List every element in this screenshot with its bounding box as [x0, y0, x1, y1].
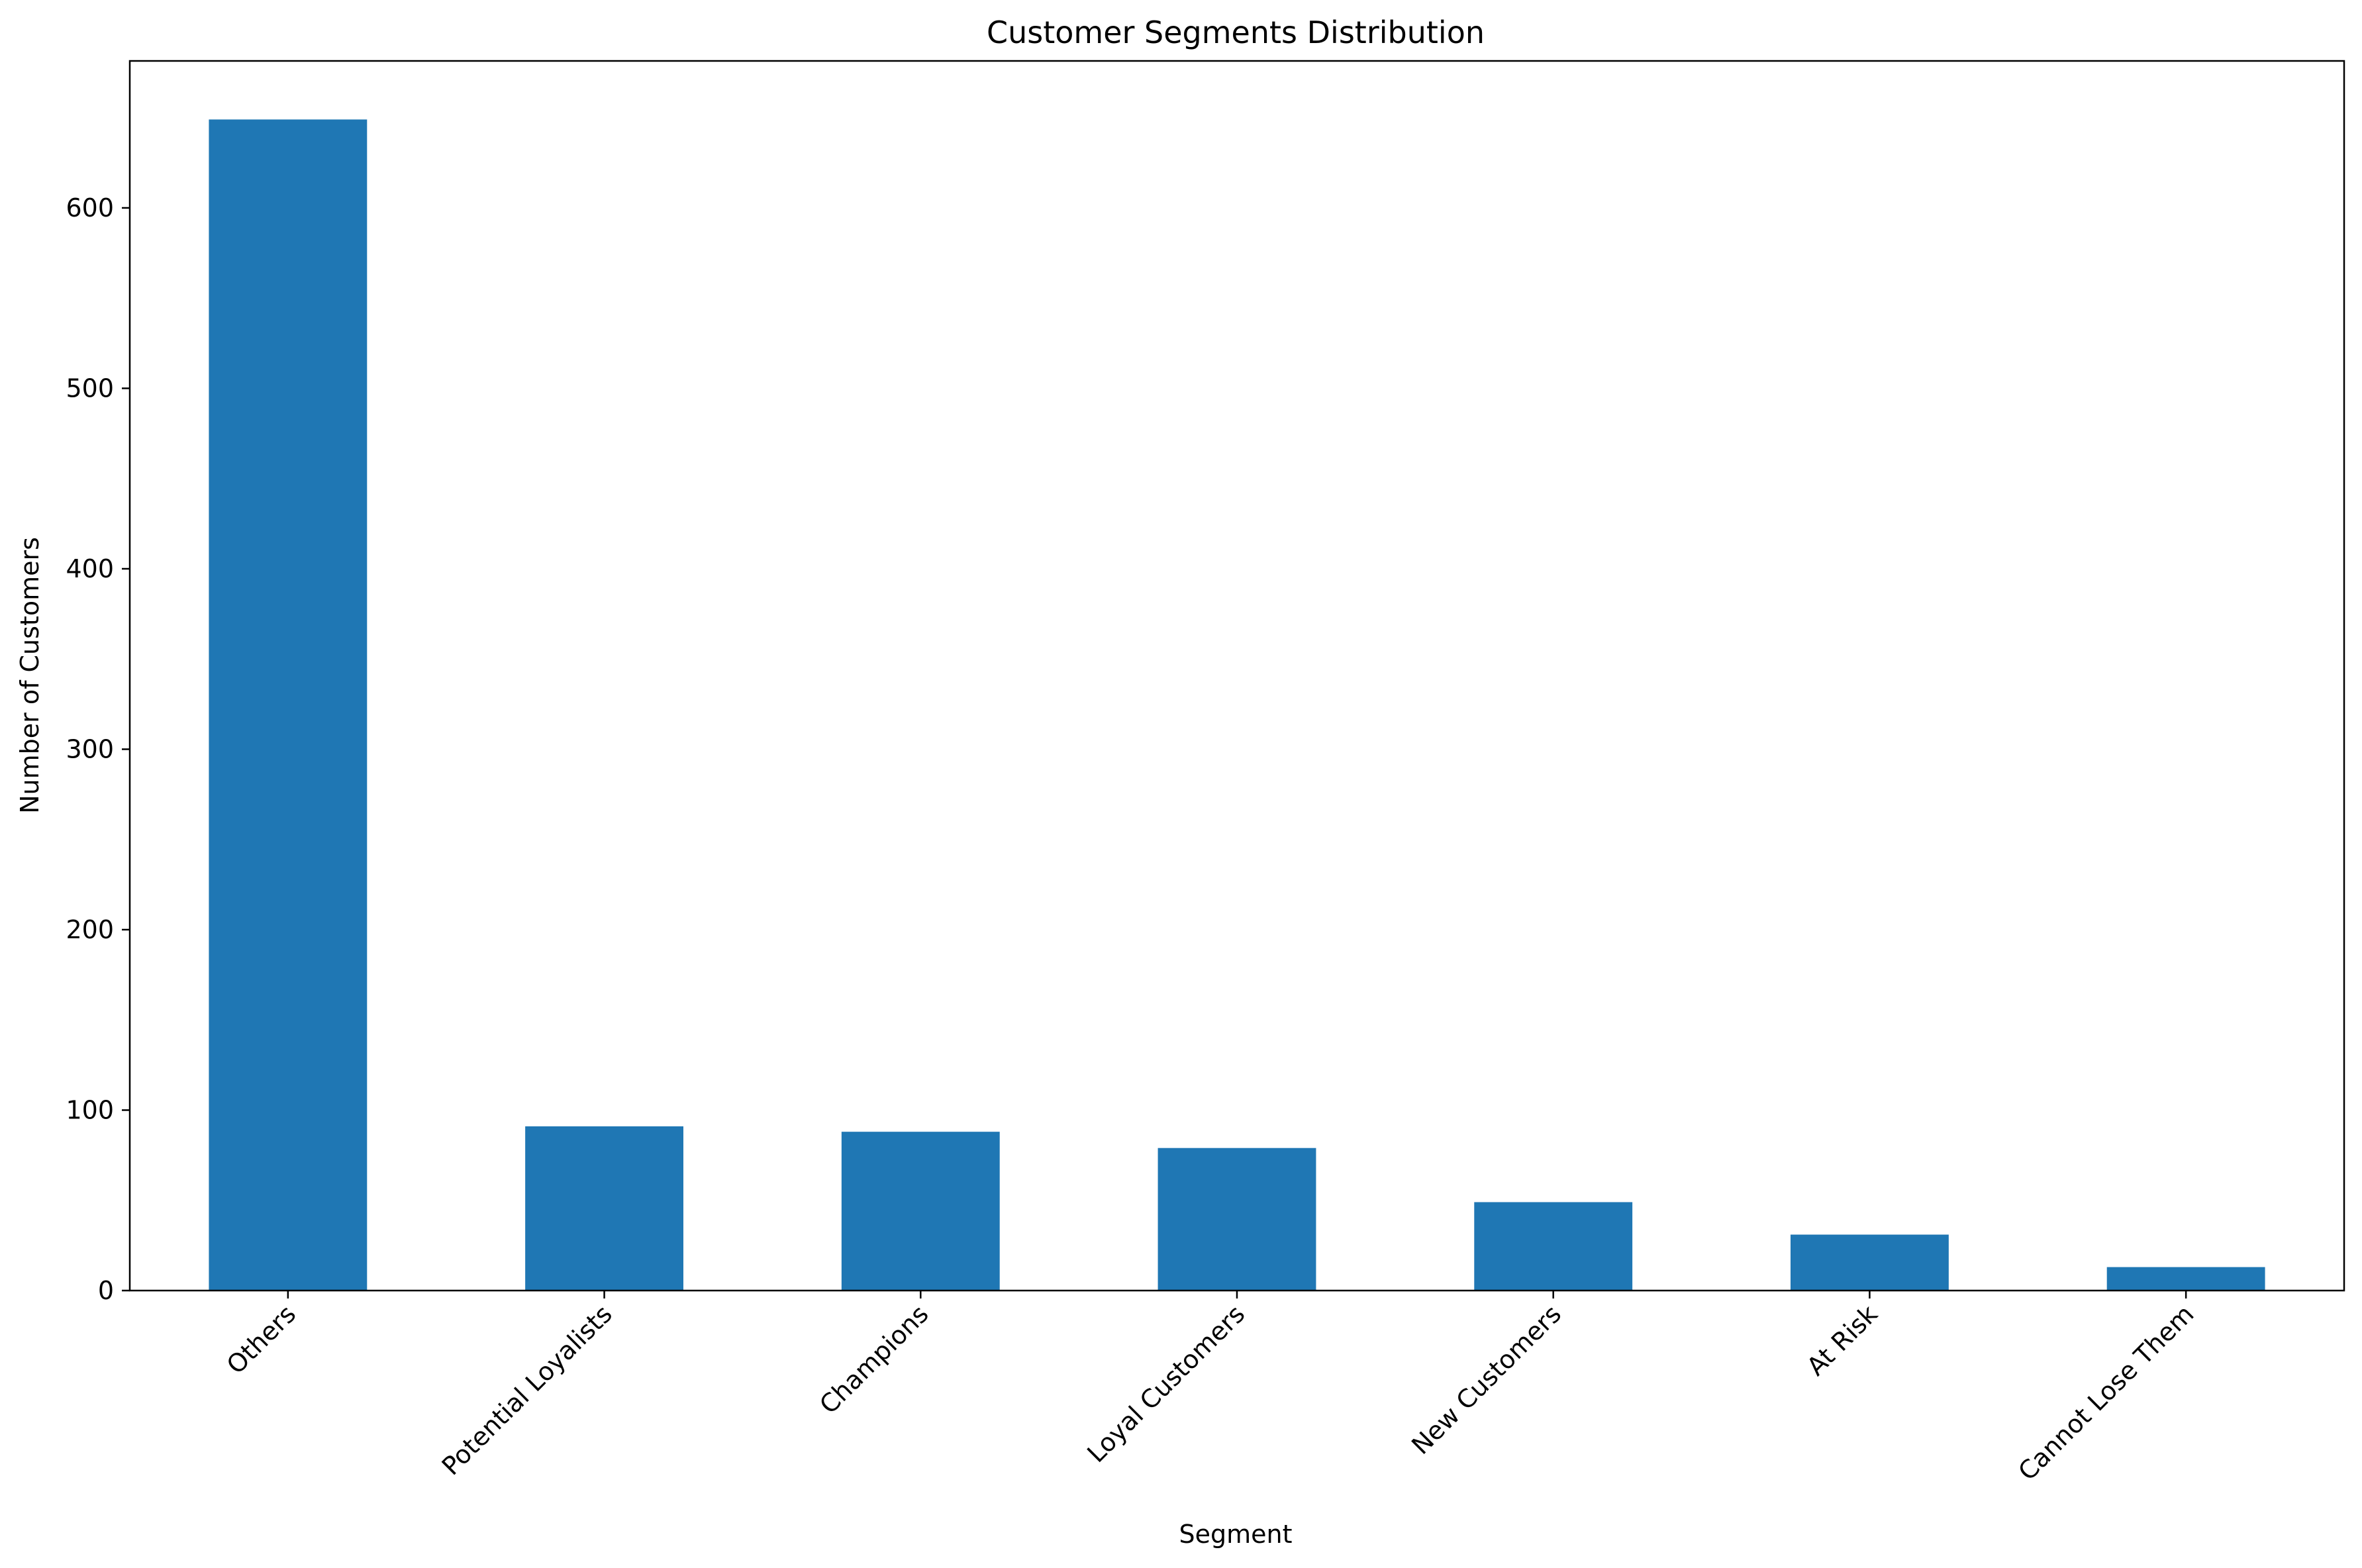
plot-area-frame: [128, 60, 2345, 1292]
bars-group: [209, 119, 2265, 1291]
bar-others: [209, 119, 368, 1291]
y-tick-label: 500: [66, 373, 114, 403]
y-tick-label: 600: [66, 193, 114, 222]
x-axis-label: Segment: [1179, 1520, 1293, 1549]
bar-potential-loyalists: [525, 1126, 683, 1291]
y-axis-ticks: 0 100 200 300 400 500 600: [66, 193, 130, 1305]
y-tick-label: 400: [66, 554, 114, 583]
bar-new-customers: [1474, 1202, 1633, 1291]
y-tick-label: 100: [66, 1095, 114, 1124]
bar-champions: [841, 1132, 1000, 1291]
chart-title: Customer Segments Distribution: [987, 15, 1485, 50]
bar-at-risk: [1791, 1234, 1949, 1291]
bar-loyal-customers: [1157, 1148, 1316, 1291]
y-tick-label: 0: [98, 1276, 114, 1305]
y-axis-label: Number of Customers: [15, 537, 44, 814]
bar-cannot-lose-them: [2106, 1267, 2265, 1291]
y-tick-label: 300: [66, 734, 114, 763]
y-tick-label: 200: [66, 915, 114, 944]
